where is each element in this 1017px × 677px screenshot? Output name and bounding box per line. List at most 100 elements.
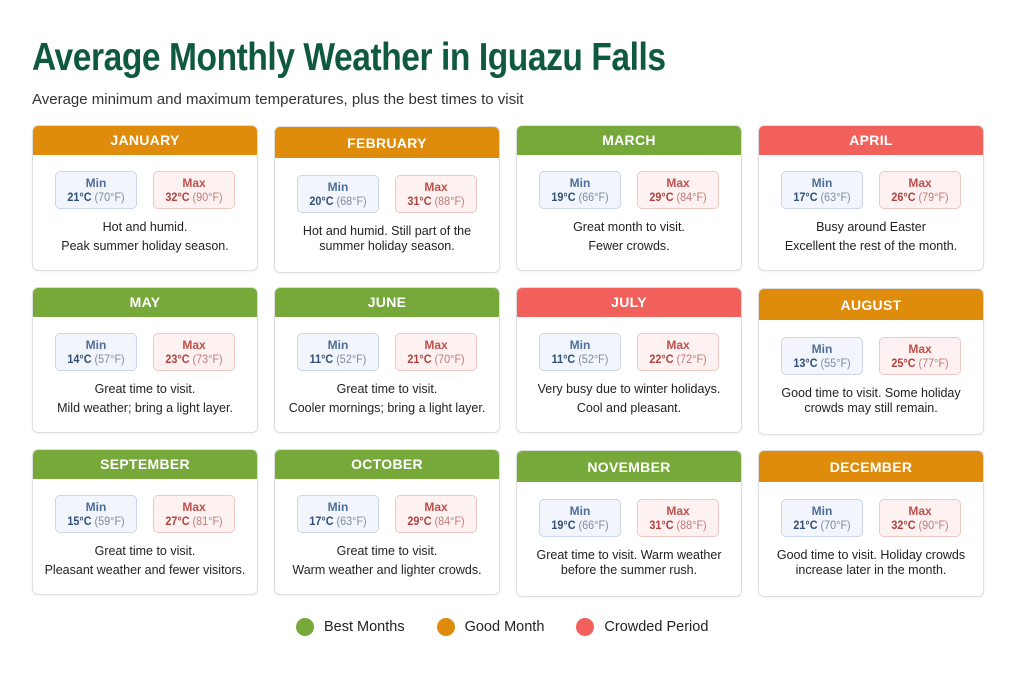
max-temp-value: 21°C (70°F) [400, 352, 472, 366]
temperature-row: Min 11°C (52°F) Max 22°C (72°F) [517, 333, 741, 371]
description-line-2: before the summer rush. [560, 563, 698, 577]
max-temp-value: 29°C (84°F) [400, 514, 472, 528]
min-temp-box: Min 11°C (52°F) [297, 333, 379, 371]
max-temp-fahrenheit: (77°F) [918, 356, 949, 370]
max-label: Max [424, 338, 448, 352]
min-temp-value: 15°C (59°F) [60, 514, 132, 528]
min-temp-fahrenheit: (68°F) [336, 194, 367, 208]
description-line-1: Very busy due to winter holidays. [537, 382, 721, 396]
min-temp-value: 21°C (70°F) [60, 190, 132, 204]
min-label: Min [327, 180, 349, 194]
description-line-1: Hot and humid. Still part of the [302, 224, 472, 238]
min-temp-value: 17°C (63°F) [786, 190, 858, 204]
min-temp-celsius: 17°C [793, 190, 818, 204]
min-temp-celsius: 14°C [67, 352, 92, 366]
max-temp-value: 25°C (77°F) [884, 356, 956, 370]
page-subtitle: Average minimum and maximum temperatures… [32, 91, 524, 108]
month-name: APRIL [759, 126, 983, 155]
max-temp-fahrenheit: (73°F) [192, 352, 223, 366]
month-description: Very busy due to winter holidays. Cool a… [517, 380, 741, 418]
min-temp-fahrenheit: (70°F) [94, 190, 125, 204]
max-temp-box: Max 25°C (77°F) [879, 337, 961, 375]
min-temp-value: 13°C (55°F) [786, 356, 858, 370]
month-name: FEBRUARY [275, 127, 499, 158]
description-line-1: Great month to visit. [573, 220, 685, 234]
max-temp-value: 29°C (84°F) [642, 190, 714, 204]
min-temp-fahrenheit: (59°F) [94, 514, 125, 528]
max-temp-value: 32°C (90°F) [884, 518, 956, 532]
max-temp-fahrenheit: (72°F) [676, 352, 707, 366]
min-label: Min [811, 342, 833, 356]
month-description: Great time to visit. Mild weather; bring… [33, 380, 257, 418]
max-temp-box: Max 27°C (81°F) [153, 495, 235, 533]
max-temp-box: Max 23°C (73°F) [153, 333, 235, 371]
month-name: JUNE [275, 288, 499, 317]
min-temp-value: 17°C (63°F) [302, 514, 374, 528]
legend-dot-good-icon [436, 618, 455, 636]
description-line-1: Great time to visit. [94, 544, 196, 558]
max-temp-celsius: 27°C [165, 514, 190, 528]
legend-item-best: Best Months [296, 618, 405, 636]
temperature-row: Min 11°C (52°F) Max 21°C (70°F) [275, 333, 499, 371]
month-description: Busy around Easter Excellent the rest of… [759, 218, 983, 256]
min-label: Min [327, 500, 349, 514]
max-temp-celsius: 22°C [649, 352, 674, 366]
description-line-2: Cool and pleasant. [576, 401, 682, 415]
max-temp-celsius: 32°C [165, 190, 190, 204]
month-card-february: FEBRUARY Min 20°C (68°F) Max 31°C (88°F)… [274, 126, 500, 273]
description-line-2: increase later in the month. [795, 563, 947, 577]
description-line-2: Fewer crowds. [588, 239, 670, 253]
max-temp-celsius: 29°C [649, 190, 674, 204]
month-card-october: OCTOBER Min 17°C (63°F) Max 29°C (84°F) … [274, 449, 500, 595]
min-temp-celsius: 13°C [793, 356, 818, 370]
min-label: Min [85, 500, 107, 514]
min-label: Min [85, 338, 107, 352]
description-line-1: Busy around Easter [816, 220, 926, 234]
description-line-1: Good time to visit. Holiday crowds [776, 548, 966, 562]
temperature-row: Min 15°C (59°F) Max 27°C (81°F) [33, 495, 257, 533]
legend-label: Best Months [324, 619, 405, 635]
max-temp-box: Max 21°C (70°F) [395, 333, 477, 371]
min-temp-celsius: 21°C [793, 518, 818, 532]
min-temp-fahrenheit: (52°F) [578, 352, 609, 366]
legend-item-good: Good Month [436, 618, 544, 636]
max-temp-value: 23°C (73°F) [158, 352, 230, 366]
description-line-1: Great time to visit. [336, 544, 438, 558]
month-description: Hot and humid. Peak summer holiday seaso… [33, 218, 257, 256]
min-label: Min [569, 176, 591, 190]
max-temp-fahrenheit: (79°F) [918, 190, 949, 204]
min-temp-value: 14°C (57°F) [60, 352, 132, 366]
month-name: SEPTEMBER [33, 450, 257, 479]
min-temp-fahrenheit: (66°F) [578, 518, 609, 532]
max-temp-fahrenheit: (88°F) [434, 194, 465, 208]
min-temp-box: Min 17°C (63°F) [297, 495, 379, 533]
max-label: Max [182, 176, 206, 190]
month-description: Good time to visit. Holiday crowds incre… [759, 548, 983, 578]
month-name: NOVEMBER [517, 451, 741, 482]
max-label: Max [666, 176, 690, 190]
max-temp-value: 31°C (88°F) [642, 518, 714, 532]
description-line-2: Mild weather; bring a light layer. [57, 401, 233, 415]
month-name: JANUARY [33, 126, 257, 155]
max-label: Max [182, 338, 206, 352]
temperature-row: Min 21°C (70°F) Max 32°C (90°F) [759, 499, 983, 537]
description-line-1: Good time to visit. Some holiday [781, 386, 961, 400]
month-name: AUGUST [759, 289, 983, 320]
month-name: OCTOBER [275, 450, 499, 479]
min-label: Min [569, 504, 591, 518]
max-label: Max [182, 500, 206, 514]
max-temp-fahrenheit: (81°F) [192, 514, 223, 528]
min-temp-fahrenheit: (63°F) [336, 514, 367, 528]
min-temp-fahrenheit: (55°F) [820, 356, 851, 370]
month-card-july: JULY Min 11°C (52°F) Max 22°C (72°F) Ver… [516, 287, 742, 433]
max-temp-fahrenheit: (84°F) [676, 190, 707, 204]
min-temp-box: Min 13°C (55°F) [781, 337, 863, 375]
max-temp-box: Max 32°C (90°F) [879, 499, 961, 537]
max-temp-fahrenheit: (88°F) [676, 518, 707, 532]
min-temp-box: Min 21°C (70°F) [781, 499, 863, 537]
month-card-june: JUNE Min 11°C (52°F) Max 21°C (70°F) Gre… [274, 287, 500, 433]
max-label: Max [908, 504, 932, 518]
min-temp-value: 20°C (68°F) [302, 194, 374, 208]
max-temp-value: 27°C (81°F) [158, 514, 230, 528]
min-temp-celsius: 17°C [309, 514, 334, 528]
